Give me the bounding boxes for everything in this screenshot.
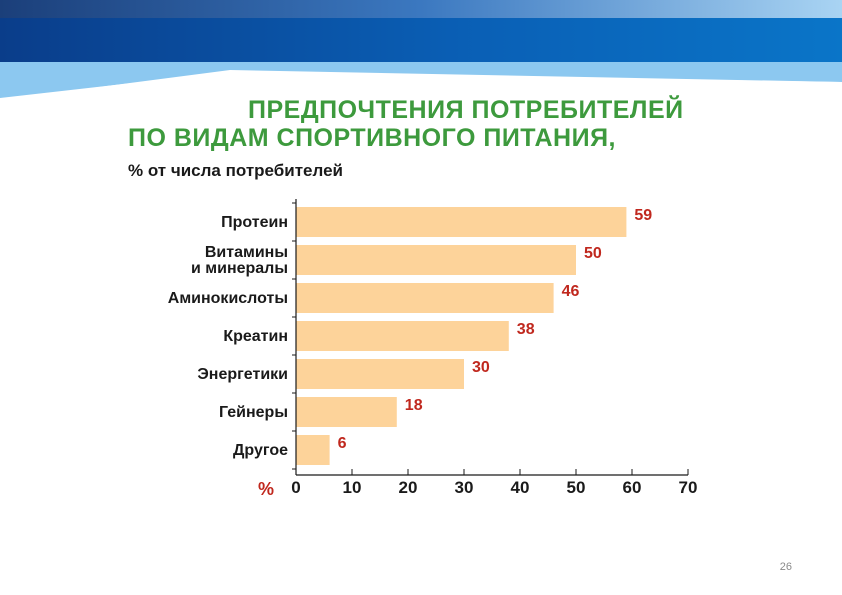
- page-number: 26: [779, 561, 792, 573]
- bar-3: [296, 321, 509, 351]
- category-label-1-1: и минералы: [191, 260, 288, 277]
- header-light-swoosh: [0, 62, 842, 100]
- header-main-band: [0, 18, 842, 62]
- x-tick-label-6: 60: [623, 478, 642, 497]
- bar-4: [296, 359, 464, 389]
- x-tick-label-2: 20: [399, 478, 418, 497]
- bar-value-label-0: 59: [634, 207, 652, 224]
- x-tick-label-3: 30: [455, 478, 474, 497]
- bar-6: [296, 435, 330, 465]
- category-label-2-0: Аминокислоты: [168, 290, 288, 307]
- x-tick-label-7: 70: [679, 478, 698, 497]
- bar-value-label-3: 38: [517, 321, 535, 338]
- bar-1: [296, 245, 576, 275]
- x-tick-label-1: 10: [343, 478, 362, 497]
- header-white-swoosh: [0, 72, 842, 106]
- chart-title-block: ПРЕДПОЧТЕНИЯ ПОТРЕБИТЕЛЕЙ ПО ВИДАМ СПОРТ…: [128, 96, 688, 182]
- category-label-5-0: Гейнеры: [219, 404, 288, 421]
- category-label-6-0: Другое: [233, 442, 288, 459]
- bar-value-label-5: 18: [405, 397, 423, 414]
- bar-value-label-2: 46: [562, 283, 580, 300]
- x-axis-unit-label: %: [258, 479, 274, 499]
- x-tick-label-0: 0: [291, 478, 300, 497]
- bar-0: [296, 207, 627, 237]
- slide-header-band: [0, 0, 842, 106]
- bar-value-label-1: 50: [584, 245, 602, 262]
- chart-subtitle: % от числа потребителей: [128, 161, 343, 180]
- x-tick-label-4: 40: [511, 478, 530, 497]
- category-label-1-0: Витамины: [205, 244, 288, 261]
- bar-5: [296, 397, 397, 427]
- x-tick-label-5: 50: [567, 478, 586, 497]
- category-label-3-0: Креатин: [223, 328, 288, 345]
- chart-title-line-1: ПРЕДПОЧТЕНИЯ ПОТРЕБИТЕЛЕЙ: [248, 96, 684, 124]
- bar-2: [296, 283, 554, 313]
- bar-value-label-6: 6: [338, 435, 347, 452]
- header-top-stripe: [0, 0, 842, 18]
- bar-value-label-4: 30: [472, 359, 490, 376]
- category-label-4-0: Энергетики: [197, 366, 288, 383]
- category-label-0-0: Протеин: [221, 214, 288, 231]
- chart-title-line-2: ПО ВИДАМ СПОРТИВНОГО ПИТАНИЯ,: [128, 124, 616, 152]
